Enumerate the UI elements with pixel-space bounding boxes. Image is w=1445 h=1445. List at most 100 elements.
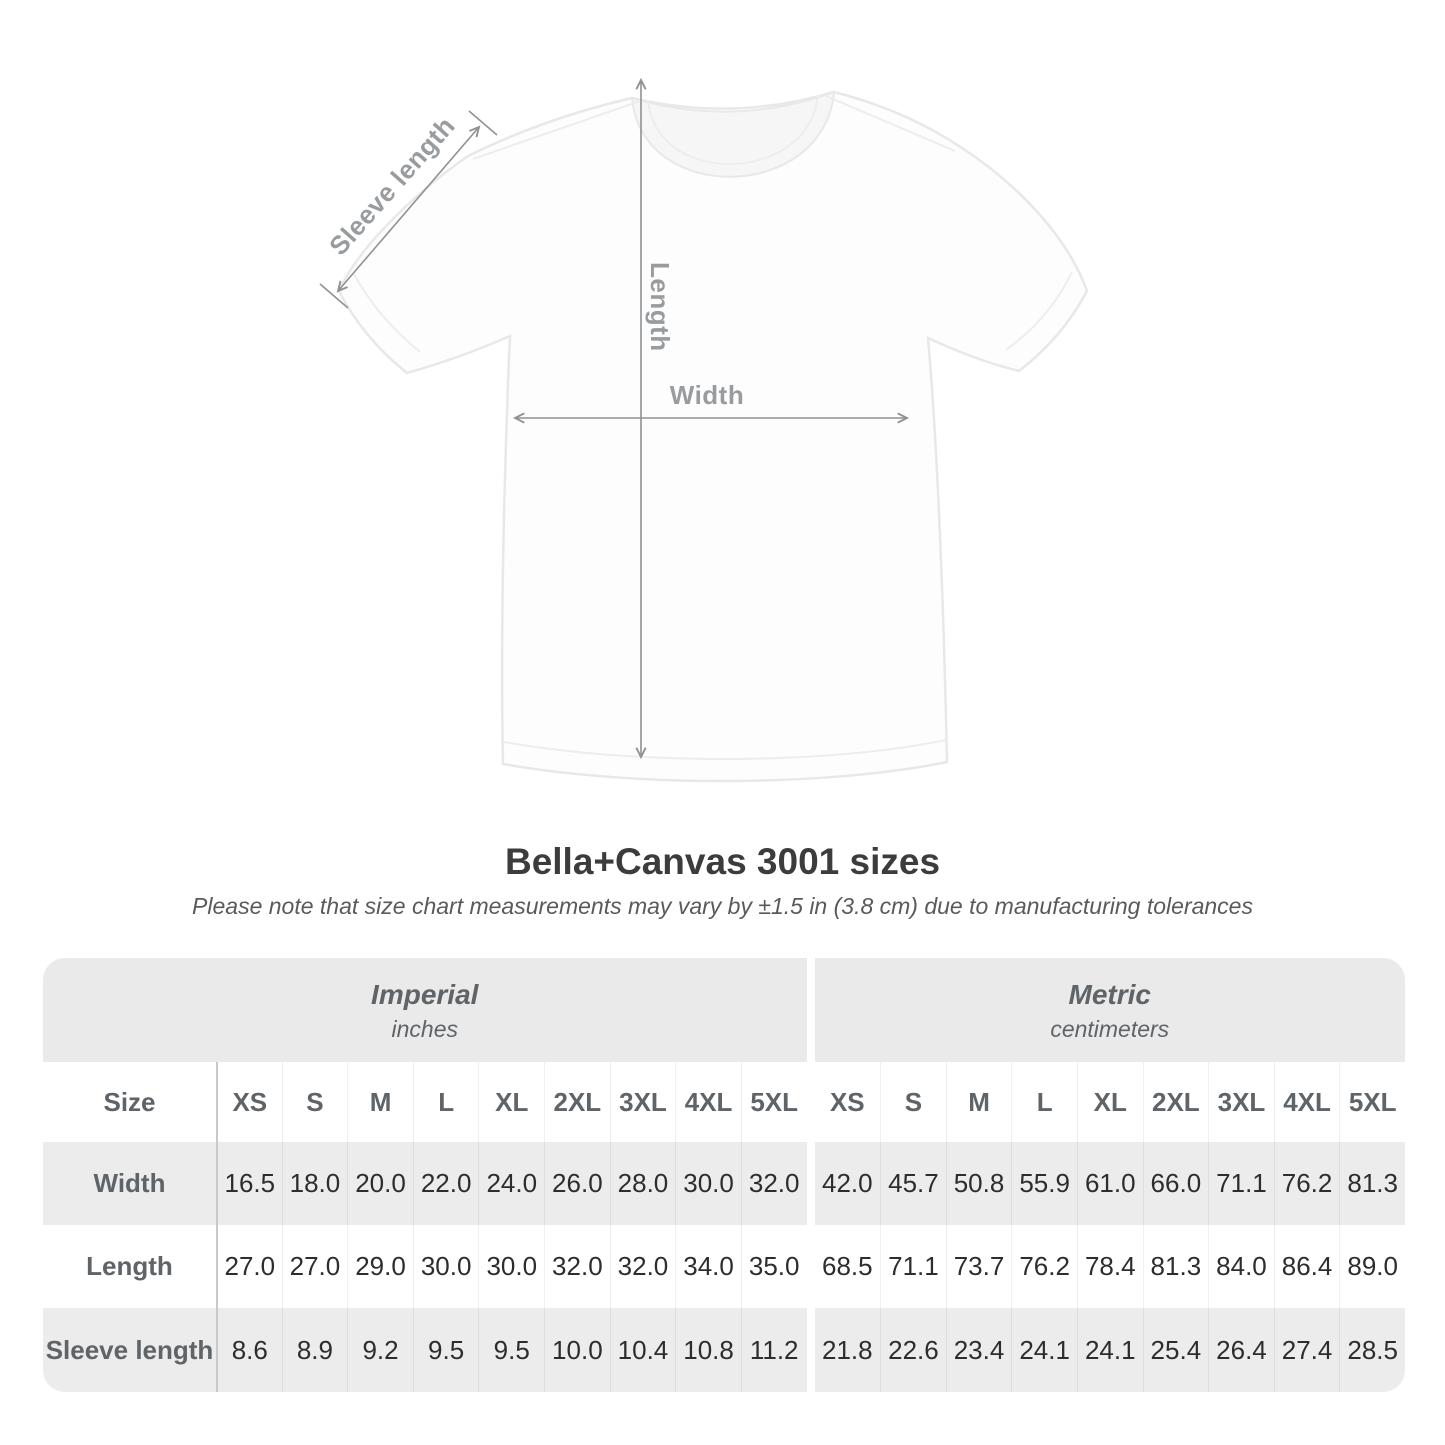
- table-cell: 42.0: [814, 1142, 881, 1225]
- size-col-header: XS: [814, 1062, 881, 1142]
- size-col-header: 4XL: [1273, 1062, 1340, 1142]
- metric-label: Metric: [1068, 979, 1151, 1010]
- length-row: Length 27.0 27.0 29.0 30.0 30.0 32.0 32.…: [43, 1225, 1405, 1308]
- table-cell: 50.8: [945, 1142, 1012, 1225]
- imperial-label: Imperial: [371, 979, 479, 1010]
- size-col-header: XL: [478, 1062, 545, 1142]
- length-label: Length: [645, 262, 675, 352]
- table-cell: 32.0: [740, 1142, 807, 1225]
- table-cell: 10.4: [609, 1308, 676, 1392]
- table-cell: 9.5: [478, 1308, 545, 1392]
- right-cuff-hem: [1005, 271, 1073, 351]
- table-cell: 78.4: [1076, 1225, 1143, 1308]
- metric-section-header: Metric centimeters: [814, 958, 1405, 1062]
- table-cell: 68.5: [814, 1225, 881, 1308]
- table-cell: 22.6: [880, 1308, 946, 1392]
- size-col-header: S: [880, 1062, 946, 1142]
- table-cell: 8.6: [216, 1308, 282, 1392]
- sleeve-arrow: [336, 125, 481, 293]
- tshirt-silhouette: [337, 90, 1089, 783]
- sleeve-arrow-tick-top: [468, 110, 498, 136]
- table-cell: 32.0: [609, 1225, 676, 1308]
- table-cell: 24.1: [1011, 1308, 1077, 1392]
- table-cell: 10.0: [544, 1308, 610, 1392]
- table-cell: 21.8: [814, 1308, 881, 1392]
- table-cell: 11.2: [740, 1308, 807, 1392]
- table-cell: 24.0: [478, 1142, 545, 1225]
- table-cell: 29.0: [347, 1225, 413, 1308]
- table-cell: 81.3: [1339, 1142, 1405, 1225]
- table-cell: 84.0: [1208, 1225, 1274, 1308]
- table-cell: 30.0: [412, 1225, 479, 1308]
- unit-band: Imperial inches Metric centimeters: [43, 958, 1405, 1062]
- size-col-header: 3XL: [1208, 1062, 1274, 1142]
- tolerance-note: Please note that size chart measurements…: [192, 893, 1253, 919]
- table-cell: 73.7: [945, 1225, 1012, 1308]
- size-col-header: 2XL: [544, 1062, 610, 1142]
- size-header-row: Size XS S M L XL 2XL 3XL 4XL 5XL XS S M …: [43, 1062, 1405, 1142]
- size-col-header: 5XL: [1339, 1062, 1405, 1142]
- size-col-header: L: [1011, 1062, 1077, 1142]
- size-col-header: 5XL: [740, 1062, 807, 1142]
- size-col-header: XL: [1076, 1062, 1143, 1142]
- table-cell: 89.0: [1339, 1225, 1405, 1308]
- table-cell: 66.0: [1142, 1142, 1209, 1225]
- size-col-header: 3XL: [609, 1062, 676, 1142]
- sleeve-arrow-tick-bottom: [319, 283, 349, 309]
- size-col-header: M: [347, 1062, 413, 1142]
- table-cell: 24.1: [1076, 1308, 1143, 1392]
- size-col-header: M: [945, 1062, 1012, 1142]
- table-cell: 25.4: [1142, 1308, 1209, 1392]
- table-cell: 35.0: [740, 1225, 807, 1308]
- table-cell: 20.0: [347, 1142, 413, 1225]
- left-shoulder-seam: [472, 100, 641, 160]
- table-cell: 18.0: [281, 1142, 348, 1225]
- table-cell: 27.0: [281, 1225, 348, 1308]
- section-gap: [807, 1062, 815, 1142]
- size-col-header: XS: [216, 1062, 282, 1142]
- bottom-hem: [503, 739, 947, 760]
- section-gap: [807, 1308, 815, 1392]
- table-cell: 23.4: [945, 1308, 1012, 1392]
- imperial-section-header: Imperial inches: [43, 958, 807, 1062]
- section-gap: [807, 1225, 815, 1308]
- row-label: Width: [43, 1142, 216, 1225]
- table-cell: 30.0: [675, 1142, 741, 1225]
- table-cell: 71.1: [880, 1225, 946, 1308]
- size-col-header: L: [412, 1062, 479, 1142]
- page-title: Bella+Canvas 3001 sizes: [504, 841, 941, 882]
- collar-band-seam: [647, 94, 819, 166]
- table-cell: 16.5: [216, 1142, 282, 1225]
- sleeve-length-row: Sleeve length 8.6 8.9 9.2 9.5 9.5 10.0 1…: [43, 1308, 1405, 1392]
- tshirt-measurement-diagram: Width Length Sleeve length: [319, 77, 1089, 783]
- imperial-unit: inches: [391, 1016, 458, 1042]
- right-shoulder-seam: [825, 95, 956, 152]
- width-label: Width: [670, 380, 744, 410]
- section-gap: [807, 1142, 815, 1225]
- table-cell: 27.4: [1273, 1308, 1340, 1392]
- table-cell: 28.5: [1339, 1308, 1405, 1392]
- size-col-header: 4XL: [675, 1062, 741, 1142]
- table-cell: 8.9: [281, 1308, 348, 1392]
- metric-unit: centimeters: [1050, 1016, 1170, 1042]
- table-cell: 34.0: [675, 1225, 741, 1308]
- size-corner-header: Size: [43, 1062, 216, 1142]
- size-col-header: S: [281, 1062, 348, 1142]
- row-label: Length: [43, 1225, 216, 1308]
- table-cell: 9.2: [347, 1308, 413, 1392]
- size-col-header: 2XL: [1142, 1062, 1209, 1142]
- table-cell: 76.2: [1273, 1142, 1340, 1225]
- size-table: Imperial inches Metric centimeters Size …: [43, 958, 1405, 1392]
- table-cell: 55.9: [1011, 1142, 1077, 1225]
- section-gap: [807, 958, 815, 1062]
- width-row: Width 16.5 18.0 20.0 22.0 24.0 26.0 28.0…: [43, 1142, 1405, 1225]
- table-cell: 22.0: [412, 1142, 479, 1225]
- table-cell: 86.4: [1273, 1225, 1340, 1308]
- table-cell: 71.1: [1208, 1142, 1274, 1225]
- table-cell: 61.0: [1076, 1142, 1143, 1225]
- table-cell: 27.0: [216, 1225, 282, 1308]
- table-cell: 9.5: [412, 1308, 479, 1392]
- table-cell: 10.8: [675, 1308, 741, 1392]
- collar: [630, 90, 836, 178]
